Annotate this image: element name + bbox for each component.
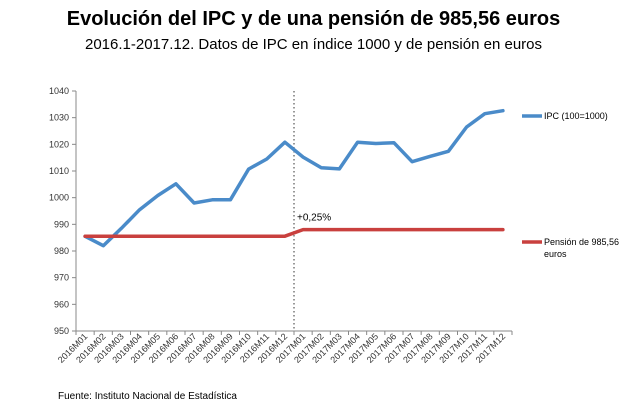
pension-data-point xyxy=(320,228,323,231)
pension-data-point xyxy=(483,228,486,231)
y-tick-label: 990 xyxy=(54,219,69,229)
y-tick-label: 970 xyxy=(54,273,69,283)
pension-data-point xyxy=(265,234,268,238)
pension-data-point xyxy=(356,228,359,231)
ipc-data-point xyxy=(301,155,305,159)
ipc-data-point xyxy=(465,125,468,129)
pension-data-point xyxy=(447,228,450,231)
y-tick-label: 980 xyxy=(54,246,69,256)
y-tick-label: 1030 xyxy=(49,113,69,123)
pension-data-point xyxy=(338,228,341,231)
chart-subtitle: 2016.1-2017.12. Datos de IPC en índice 1… xyxy=(85,36,542,53)
ipc-data-point xyxy=(120,227,123,230)
y-tick-label: 1020 xyxy=(49,139,69,149)
pension-data-point xyxy=(283,234,287,238)
pension-data-point xyxy=(102,234,105,238)
ipc-series-line xyxy=(83,108,505,248)
y-tick-label: 1010 xyxy=(49,166,69,176)
ipc-data-point xyxy=(283,141,287,144)
ipc-data-point xyxy=(483,112,486,115)
legend-label-ipc: IPC (100=1000) xyxy=(544,111,608,121)
pension-series-line xyxy=(83,227,505,238)
ipc-data-point xyxy=(320,166,323,169)
pension-data-point xyxy=(410,228,414,231)
ipc-data-point xyxy=(501,109,505,112)
pension-data-point xyxy=(120,234,123,238)
pension-data-point xyxy=(229,234,232,238)
pension-data-point xyxy=(174,234,178,238)
ipc-data-point xyxy=(138,208,141,211)
pension-data-point xyxy=(138,234,141,238)
pension-data-point xyxy=(374,228,377,231)
chart-title: Evolución del IPC y de una pensión de 98… xyxy=(66,8,561,30)
pension-data-point xyxy=(83,234,87,238)
ipc-data-point xyxy=(374,142,377,145)
ipc-data-point xyxy=(247,167,250,171)
pension-data-point xyxy=(392,228,396,231)
ipc-data-point xyxy=(229,198,232,201)
legend-label-pension: Pensión de 985,56 euros xyxy=(544,237,619,259)
source-note: Fuente: Instituto Nacional de Estadístic… xyxy=(58,391,237,402)
ipc-data-point xyxy=(338,167,341,171)
pension-data-point xyxy=(501,228,505,231)
ipc-data-point xyxy=(211,198,214,201)
ipc-data-point xyxy=(156,194,159,197)
ipc-data-point xyxy=(265,157,268,161)
y-tick-label: 1000 xyxy=(49,193,69,203)
y-tick-label: 960 xyxy=(54,299,69,309)
y-tick-label: 950 xyxy=(54,326,69,336)
increase-annotation: +0,25% xyxy=(297,213,331,224)
ipc-data-point xyxy=(102,244,105,247)
pension-data-point xyxy=(156,234,159,238)
pension-data-point xyxy=(211,234,214,238)
ipc-data-point xyxy=(192,201,196,205)
ipc-data-point xyxy=(447,150,450,153)
pension-data-point xyxy=(429,228,432,231)
pension-data-point xyxy=(465,228,468,231)
y-tick-label: 1040 xyxy=(49,86,69,96)
ipc-data-point xyxy=(429,155,432,158)
ipc-data-point xyxy=(410,160,414,163)
pension-data-point xyxy=(192,234,196,238)
pension-data-point xyxy=(301,228,305,231)
ipc-data-point xyxy=(174,182,178,185)
ipc-data-point xyxy=(392,141,396,144)
ipc-data-point xyxy=(356,141,359,144)
pension-data-point xyxy=(247,234,250,238)
